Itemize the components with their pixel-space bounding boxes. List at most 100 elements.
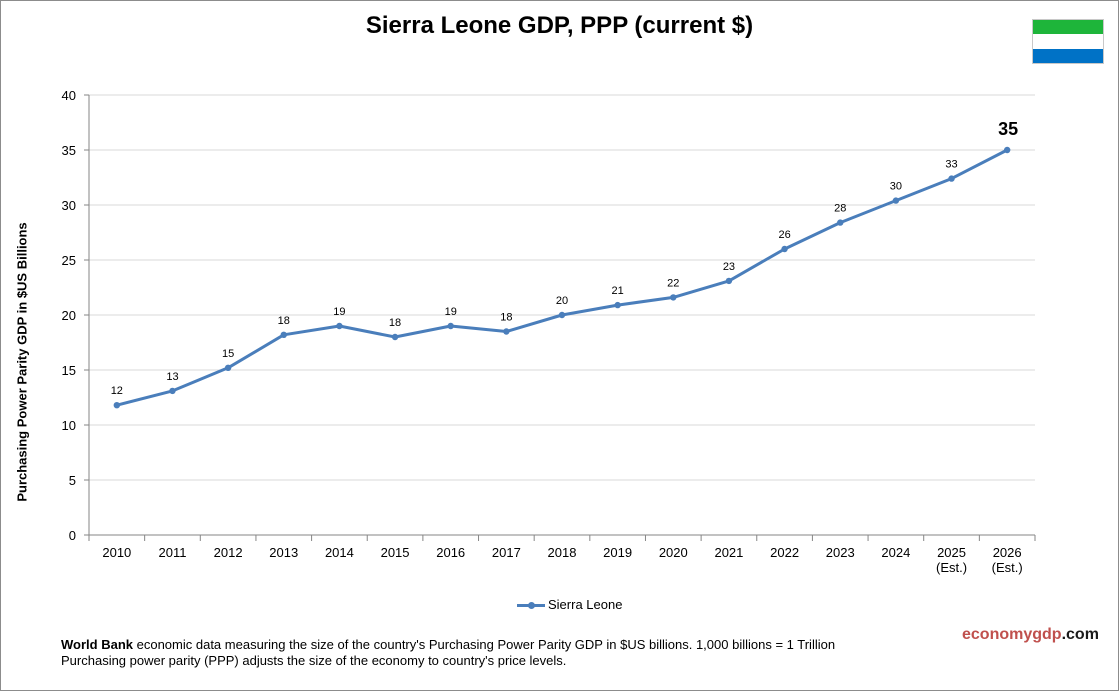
chart-title: Sierra Leone GDP, PPP (current $) [365, 12, 754, 39]
x-tick-label: 2024 [881, 545, 910, 560]
footnote-line-1: World Bank economic data measuring the s… [61, 637, 835, 653]
series-line [115, 148, 1009, 407]
data-point [558, 311, 566, 319]
legend-label: Sierra Leone [548, 597, 623, 612]
data-point [336, 322, 343, 330]
data-label: 19 [445, 306, 457, 318]
flag-stripe-blue [1033, 48, 1103, 63]
footnote-line-1-text: economic data measuring the size of the … [133, 637, 836, 652]
x-tick-label: 2013 [269, 545, 298, 560]
brand-part-2: gdp [1032, 626, 1062, 643]
y-tick-label: 30 [62, 198, 76, 213]
x-tick-label: 2015 [381, 545, 410, 560]
data-point [113, 402, 121, 409]
data-label: 19 [333, 306, 345, 318]
x-tick-label-line: 2016 [436, 545, 465, 560]
data-point [280, 331, 287, 338]
brand-part-3: .com [1061, 626, 1099, 643]
y-tick-label: 40 [62, 88, 76, 103]
x-tick-label: 2010 [102, 545, 131, 560]
x-tick-label: 2017 [492, 545, 521, 560]
y-tick-label: 25 [62, 253, 76, 268]
x-tick-label-line: 2026 [993, 545, 1022, 560]
data-label: 22 [667, 277, 679, 289]
data-point [224, 364, 232, 371]
y-tick-label: 35 [62, 143, 76, 158]
x-tick-label-line: (Est.) [936, 560, 967, 575]
footnote-line-2: Purchasing power parity (PPP) adjusts th… [61, 653, 567, 668]
x-tick-label-line: 2017 [492, 545, 521, 560]
y-tick-label: 15 [62, 363, 76, 378]
brand-logo[interactable]: economygdp.com [962, 626, 1099, 644]
x-tick-label: 2023 [826, 545, 855, 560]
data-label: 13 [166, 371, 178, 383]
data-point [1003, 146, 1011, 154]
data-point [892, 197, 900, 204]
data-point [169, 387, 176, 395]
flag-stripe-green [1033, 20, 1103, 35]
data-point [614, 301, 621, 309]
x-tick-label: 2019 [603, 545, 632, 560]
footnote: World Bank economic data measuring the s… [61, 637, 835, 669]
data-point [391, 333, 399, 341]
y-tick-label: 20 [62, 308, 76, 323]
x-tick-label-line: 2010 [102, 545, 131, 560]
sierra-leone-flag-icon [1032, 19, 1104, 64]
x-tick-label: 2025 (Est.) [936, 545, 967, 575]
data-label: 15 [222, 348, 234, 360]
data-label: 33 [945, 159, 957, 171]
x-tick-label-line: 2020 [659, 545, 688, 560]
x-tick-label: 2022 [770, 545, 799, 560]
flag-stripe-white [1033, 34, 1103, 49]
data-label: 12 [111, 385, 123, 397]
y-tick-label: 0 [69, 528, 76, 543]
legend-swatch-icon [517, 599, 545, 611]
x-tick-label-line: 2023 [826, 545, 855, 560]
data-label: 21 [612, 285, 624, 297]
y-tick-label: 10 [62, 418, 76, 433]
x-tick-label-line: 2014 [325, 545, 354, 560]
x-tick-label-line: (Est.) [992, 560, 1023, 575]
data-point [670, 294, 677, 301]
brand-part-1: economy [962, 626, 1033, 643]
legend[interactable]: Sierra Leone [517, 597, 622, 612]
footnote-source: World Bank [61, 637, 133, 652]
data-point [725, 277, 733, 285]
data-label: 30 [890, 181, 902, 193]
x-tick-label: 2014 [325, 545, 354, 560]
data-point [503, 328, 510, 335]
x-tick-label-line: 2022 [770, 545, 799, 560]
x-tick-label: 2016 [436, 545, 465, 560]
x-tick-label-line: 2019 [603, 545, 632, 560]
y-tick-label: 5 [69, 473, 76, 488]
data-label: 18 [500, 312, 512, 324]
x-tick-label: 2012 [214, 545, 243, 560]
x-tick-label-line: 2025 [937, 545, 966, 560]
x-tick-label-line: 2011 [158, 545, 186, 560]
x-tick-label: 2018 [548, 545, 577, 560]
x-tick-label-line: 2024 [881, 545, 910, 560]
x-tick-label-line: 2015 [381, 545, 410, 560]
x-tick-label-line: 2018 [548, 545, 577, 560]
data-point [837, 219, 844, 226]
x-tick-label: 2021 [714, 545, 743, 560]
x-tick-label-line: 2012 [214, 545, 243, 560]
data-label: 20 [556, 295, 568, 307]
x-tick-label: 2026 (Est.) [992, 545, 1023, 575]
data-label: 28 [834, 203, 846, 215]
x-tick-label: 2020 [659, 545, 688, 560]
data-label: 18 [278, 315, 290, 327]
data-label: 23 [723, 261, 735, 273]
x-tick-label-line: 2013 [269, 545, 298, 560]
data-point [447, 322, 454, 330]
data-point [781, 245, 788, 253]
legend-swatch-marker [528, 601, 535, 609]
data-label: 35 [998, 119, 1018, 139]
data-point [948, 175, 955, 182]
x-tick-label: 2011 [158, 545, 186, 560]
x-tick-label-line: 2021 [714, 545, 743, 560]
data-label: 26 [778, 229, 790, 241]
data-label: 18 [389, 317, 401, 329]
